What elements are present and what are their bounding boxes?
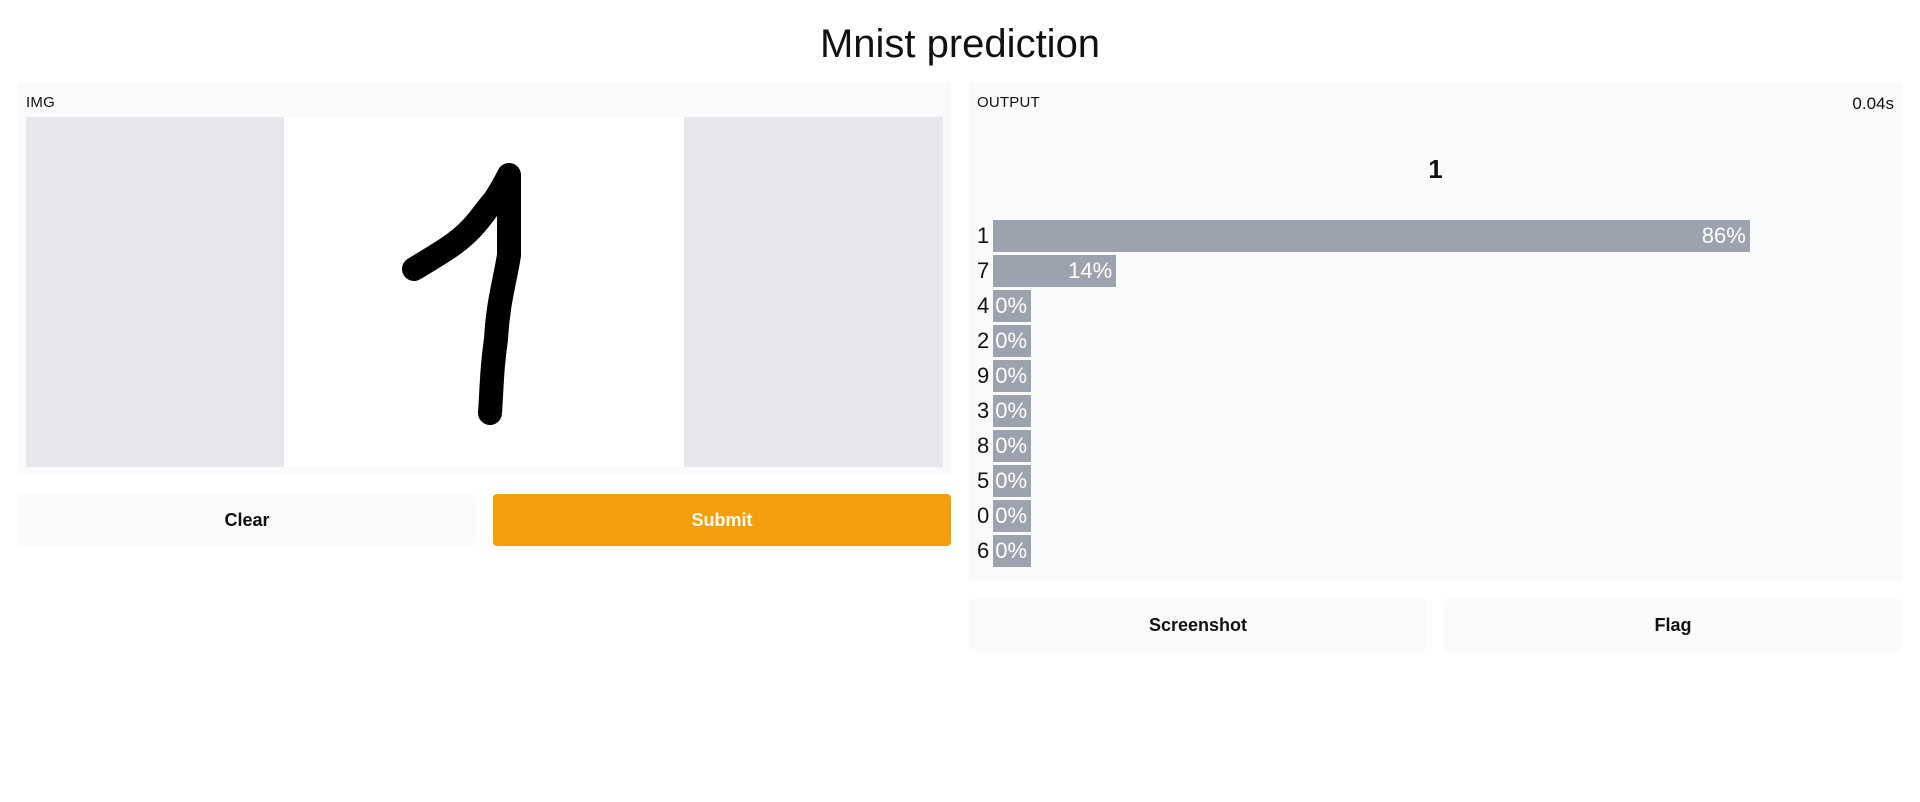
confidence-bar: 0% bbox=[993, 430, 1031, 462]
confidence-digit: 0 bbox=[977, 503, 990, 528]
confidence-row: 5 0% bbox=[977, 465, 1877, 497]
confidence-percent: 14% bbox=[1068, 258, 1113, 283]
flag-button[interactable]: Flag bbox=[1444, 599, 1902, 651]
confidence-row: 0 0% bbox=[977, 500, 1877, 532]
confidence-percent: 86% bbox=[1701, 223, 1746, 248]
confidence-digit: 5 bbox=[977, 468, 990, 493]
sketchpad-area[interactable] bbox=[26, 117, 943, 467]
confidence-row: 8 0% bbox=[977, 430, 1877, 462]
timing-badge: 0.04s bbox=[1852, 94, 1894, 113]
confidence-digit: 3 bbox=[977, 398, 990, 423]
confidence-bar: 0% bbox=[993, 465, 1031, 497]
confidence-digit: 1 bbox=[977, 223, 990, 248]
output-label: OUTPUT bbox=[977, 94, 1040, 111]
predicted-label: 1 bbox=[1428, 154, 1443, 184]
confidence-digit: 8 bbox=[977, 433, 990, 458]
output-panel: OUTPUT 0.04s 1 1 86% 7 14% 4 0% 2 0% 9 0% 3 0% 8 0% 5 0… bbox=[969, 82, 1902, 580]
confidence-percent: 0% bbox=[995, 433, 1027, 458]
confidence-row: 1 86% bbox=[977, 220, 1877, 252]
confidence-digit: 4 bbox=[977, 293, 990, 318]
screenshot-button[interactable]: Screenshot bbox=[969, 599, 1427, 651]
confidence-digit: 2 bbox=[977, 328, 990, 353]
confidence-bar: 0% bbox=[993, 535, 1031, 567]
confidence-percent: 0% bbox=[995, 328, 1027, 353]
clear-button[interactable]: Clear bbox=[18, 494, 476, 546]
confidence-bar: 0% bbox=[993, 290, 1031, 322]
confidence-bar: 86% bbox=[993, 220, 1750, 252]
confidence-row: 9 0% bbox=[977, 360, 1877, 392]
confidence-percent: 0% bbox=[995, 468, 1027, 493]
confidence-percent: 0% bbox=[995, 503, 1027, 528]
confidence-row: 6 0% bbox=[977, 535, 1877, 567]
confidence-bar: 14% bbox=[993, 255, 1117, 287]
confidence-percent: 0% bbox=[995, 538, 1027, 563]
confidence-row: 7 14% bbox=[977, 255, 1877, 287]
confidence-bar: 0% bbox=[993, 395, 1031, 427]
input-label: IMG bbox=[26, 94, 55, 111]
submit-button[interactable]: Submit bbox=[493, 494, 951, 546]
image-input-panel: IMG bbox=[18, 82, 951, 474]
confidence-bar: 0% bbox=[993, 500, 1031, 532]
confidence-digit: 6 bbox=[977, 538, 990, 563]
confidence-digit: 7 bbox=[977, 258, 990, 283]
confidence-row: 2 0% bbox=[977, 325, 1877, 357]
confidence-row: 4 0% bbox=[977, 290, 1877, 322]
confidence-digit: 9 bbox=[977, 363, 990, 388]
confidence-bar: 0% bbox=[993, 360, 1031, 392]
confidence-percent: 0% bbox=[995, 363, 1027, 388]
drawing-canvas[interactable] bbox=[284, 117, 684, 467]
confidence-percent: 0% bbox=[995, 398, 1027, 423]
page-title: Mnist prediction bbox=[819, 22, 1101, 66]
drawn-stroke bbox=[402, 163, 521, 425]
confidence-row: 3 0% bbox=[977, 395, 1877, 427]
confidence-percent: 0% bbox=[995, 293, 1027, 318]
confidence-bar: 0% bbox=[993, 325, 1031, 357]
